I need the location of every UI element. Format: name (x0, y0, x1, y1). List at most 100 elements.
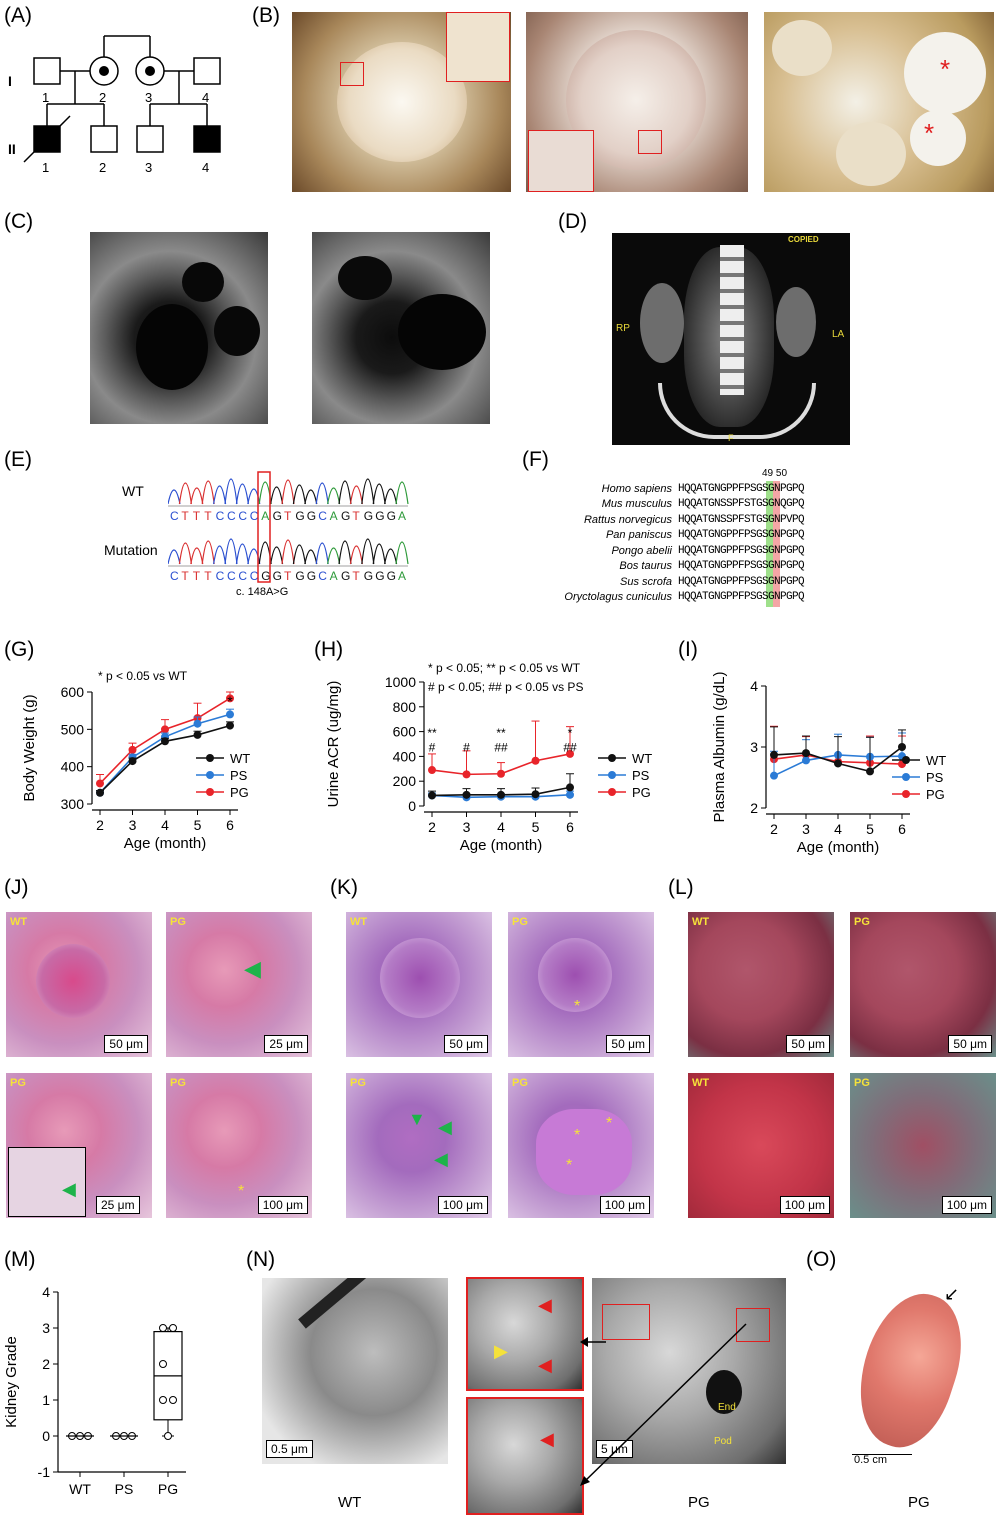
pedigree-id: 4 (202, 90, 209, 105)
data-point (169, 1396, 177, 1404)
arrow-icon: ▼ (408, 1109, 426, 1129)
y-tick-label: 3 (750, 739, 758, 755)
trace-peak (235, 483, 249, 505)
trace-peak (327, 547, 341, 565)
y-tick-label: 1 (42, 1392, 50, 1408)
arrow-icon: ↙ (944, 1284, 960, 1304)
significance-mark: # (429, 741, 436, 755)
y-tick-label: 600 (393, 724, 417, 740)
variant-highlight-box (257, 471, 271, 583)
significance-mark: # (463, 741, 470, 755)
base-call: G (375, 509, 384, 523)
base-call: C (238, 569, 247, 583)
x-tick-label: 6 (566, 819, 574, 835)
trace-peak (270, 486, 284, 505)
trace-peak (361, 538, 375, 565)
trace-peak (281, 479, 295, 505)
arrow-icon: ◀ (538, 1355, 552, 1375)
trace-peak (384, 548, 398, 565)
base-call: A (330, 509, 338, 523)
y-tick-label: 0 (408, 798, 416, 814)
he-stain-pg-2: PG ◀ 25 μm (6, 1073, 152, 1218)
trace-peak (190, 547, 204, 565)
data-point (531, 790, 540, 799)
em-inset-bottom: ◀ (466, 1397, 584, 1515)
trace-peak (224, 478, 238, 505)
base-call: T (352, 509, 360, 523)
trace-peak (201, 540, 215, 565)
legend-marker (902, 756, 910, 764)
base-call: T (284, 569, 292, 583)
data-point (566, 783, 574, 792)
pedigree-id: 1 (42, 160, 49, 175)
scale-bar: 50 μm (948, 1035, 992, 1053)
panel-label-d: (D) (558, 210, 588, 233)
group-label: WT (692, 1077, 710, 1089)
ultrasound-image-2 (312, 232, 490, 424)
em-caption-wt: WT (338, 1494, 362, 1511)
base-call: G (364, 509, 373, 523)
trace-peak (361, 478, 375, 505)
base-call: G (273, 509, 282, 523)
pedigree-id: 3 (145, 90, 152, 105)
silver-stain-image-3: * * (764, 12, 994, 192)
base-call: G (387, 509, 396, 523)
data-point (193, 719, 202, 728)
group-label: WT (10, 916, 28, 928)
x-tick-label: 3 (129, 817, 137, 833)
panel-label-k: (K) (330, 876, 358, 899)
data-point (531, 756, 540, 765)
base-call: C (216, 509, 225, 523)
legend-label: PG (230, 785, 249, 800)
pedigree-male-i4 (193, 57, 221, 85)
species-name: Mus musculus (601, 498, 672, 511)
species-name: Homo sapiens (601, 482, 672, 495)
legend-label: WT (632, 751, 652, 766)
y-tick-label: 300 (61, 796, 85, 812)
significance-mark: * (227, 693, 233, 709)
data-point (462, 790, 471, 799)
scale-bar: 50 μm (786, 1035, 830, 1053)
panel-label-h: (H) (314, 638, 344, 661)
alignment-row: Sus scrofa HQQATGNGPPFPSGSGNPGPQ (520, 574, 860, 590)
group-label: WT (692, 916, 710, 928)
base-call: T (193, 569, 201, 583)
base-call: G (295, 569, 304, 583)
trichrome-stain-pg-1: PG 50 μm (850, 912, 996, 1057)
legend-marker (206, 771, 214, 779)
kidney-caption: PG (908, 1494, 930, 1511)
y-tick-label: 0 (42, 1428, 50, 1444)
he-stain-pg-3: PG * 100 μm (166, 1073, 312, 1218)
legend-marker (206, 788, 214, 796)
data-point (159, 1360, 167, 1368)
scale-bar: 100 μm (941, 1196, 992, 1214)
he-stain-pg-1: PG ◀ 25 μm (166, 912, 312, 1057)
base-call: G (387, 569, 396, 583)
y-axis-label: Kidney Grade (3, 1336, 20, 1428)
mutation-sequence-label: Mutation (104, 542, 158, 558)
y-tick-label: 400 (393, 748, 417, 764)
species-name: Pongo abelii (611, 544, 672, 557)
y-tick-label: 500 (61, 721, 85, 737)
alignment-row: Rattus norvegicus HQQATGNSSPFSTGSGNPVPQ (520, 512, 860, 528)
arrow-icon: ◀ (434, 1149, 448, 1169)
legend-marker (902, 773, 910, 781)
significance-mark: ## (494, 741, 508, 755)
legend-label: WT (926, 753, 946, 768)
legend-label: PG (926, 787, 945, 802)
cyst-asterisk-icon: * (924, 118, 935, 148)
trace-peak (372, 483, 386, 505)
panel-label-c: (C) (4, 210, 34, 233)
asterisk-icon: * (574, 1127, 581, 1144)
data-point (159, 1324, 167, 1332)
base-call: G (364, 569, 373, 583)
legend-marker (608, 788, 616, 796)
data-point (128, 757, 137, 766)
base-call: C (216, 569, 225, 583)
group-label: PG (170, 1077, 186, 1089)
trace-peak (395, 481, 409, 505)
em-caption-pg: PG (688, 1494, 710, 1511)
trichrome-stain-wt: WT 50 μm (688, 912, 834, 1057)
protein-sequence: HQQATGNGPPFPSGSGNPGPQ (678, 529, 805, 542)
base-call: A (398, 509, 406, 523)
